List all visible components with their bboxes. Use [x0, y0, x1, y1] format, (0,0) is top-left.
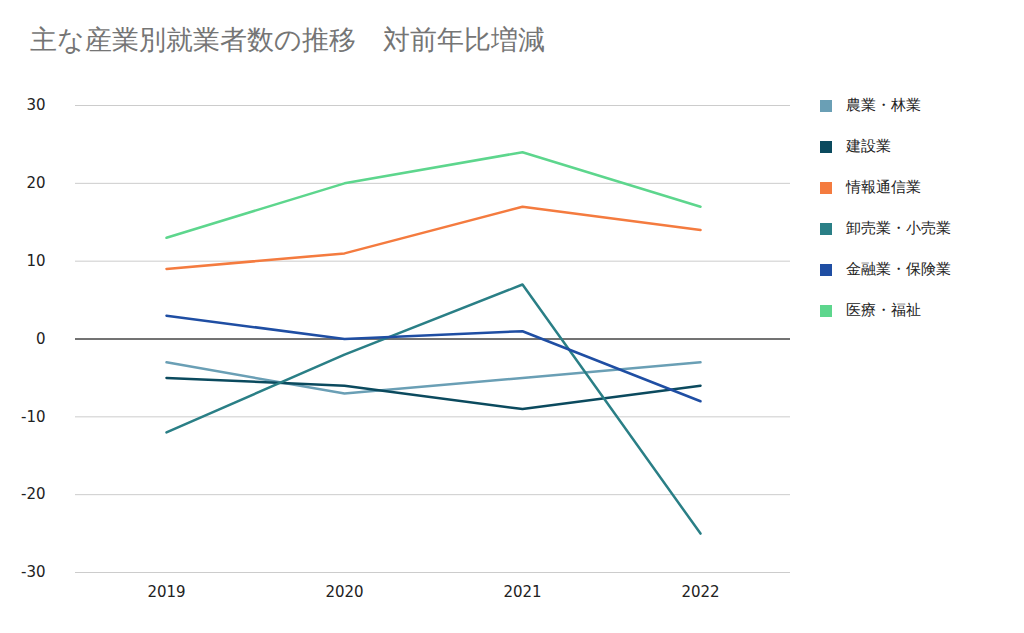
html-text:卸売業・小売業: 卸売業・小売業	[846, 219, 951, 237]
svg-text:10: 10	[26, 252, 45, 270]
svg-text:2022: 2022	[681, 583, 719, 601]
html-text:主な産業別就業者数の推移 対前年比増減: 主な産業別就業者数の推移 対前年比増減	[30, 24, 545, 55]
svg-text:0: 0	[36, 330, 46, 348]
svg-text:2019: 2019	[147, 583, 185, 601]
svg-text:20: 20	[26, 174, 45, 192]
svg-text:2020: 2020	[325, 583, 363, 601]
svg-text:-30: -30	[21, 563, 46, 581]
html-text:金融業・保険業: 金融業・保険業	[846, 260, 951, 278]
svg-text:-20: -20	[21, 485, 46, 503]
html-text:建設業: 建設業	[846, 137, 891, 155]
svg-text:-10: -10	[21, 408, 46, 426]
html-text:農業・林業: 農業・林業	[846, 96, 921, 114]
svg-text:30: 30	[26, 96, 45, 114]
svg-text:2021: 2021	[503, 583, 541, 601]
html-text:医療・福祉: 医療・福祉	[846, 301, 921, 319]
html-text:情報通信業: 情報通信業	[846, 178, 921, 196]
